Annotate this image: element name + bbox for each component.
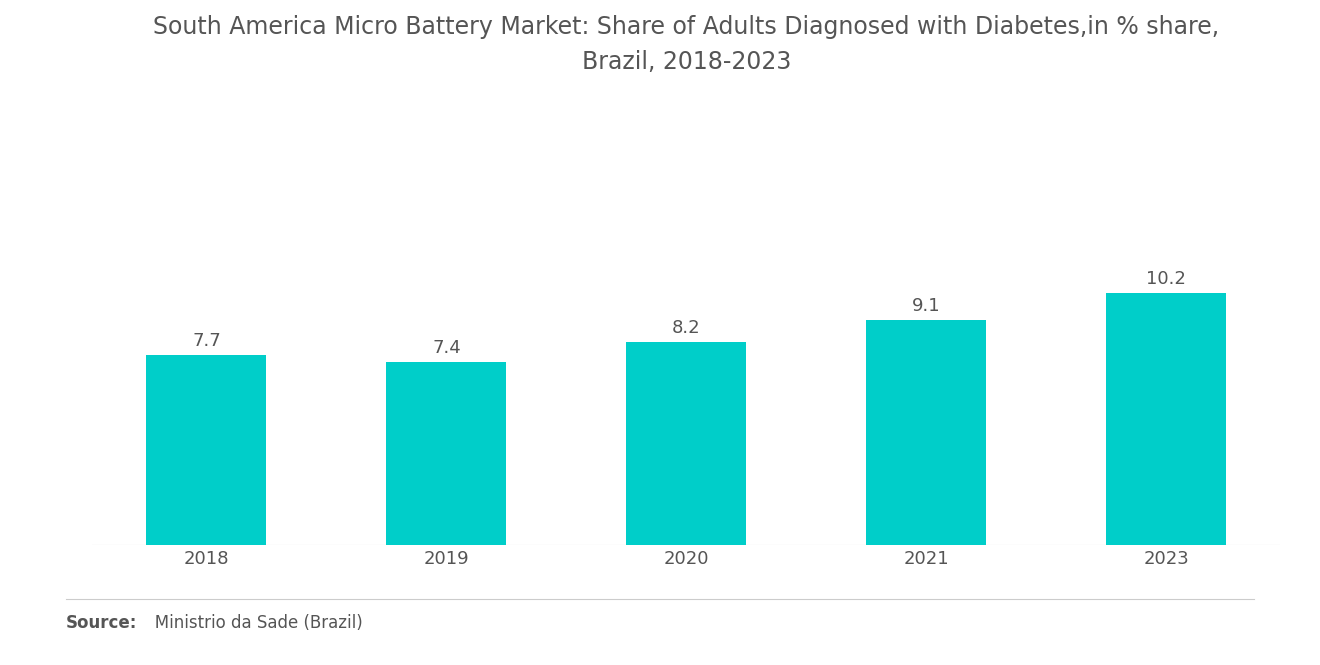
Text: 10.2: 10.2 [1147,270,1187,288]
Bar [1106,293,1226,545]
Bar [627,342,746,545]
Text: 7.4: 7.4 [432,339,461,357]
Text: 7.7: 7.7 [191,332,220,350]
Text: 8.2: 8.2 [672,319,701,337]
Title: South America Micro Battery Market: Share of Adults Diagnosed with Diabetes,in %: South America Micro Battery Market: Shar… [153,15,1220,74]
Bar [147,354,267,545]
Text: Source:: Source: [66,614,137,632]
Bar [387,362,507,545]
Text: 9.1: 9.1 [912,297,941,315]
Bar [866,320,986,545]
Text: Ministrio da Sade (Brazil): Ministrio da Sade (Brazil) [139,614,363,632]
